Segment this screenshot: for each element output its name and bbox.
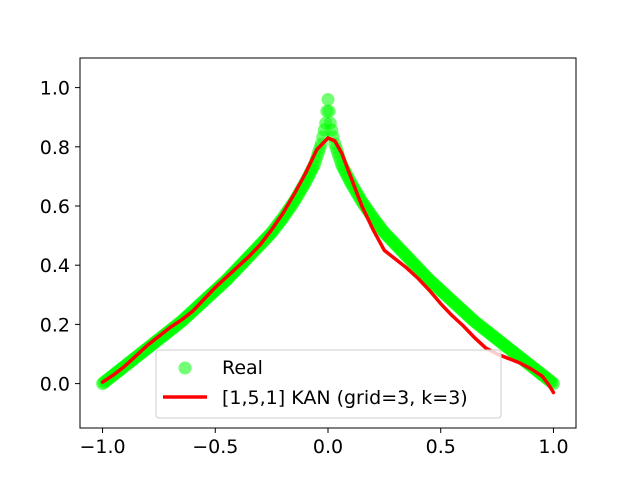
legend-label-real: Real xyxy=(222,357,263,379)
legend-label-kan: [1,5,1] KAN (grid=3, k=3) xyxy=(222,387,468,409)
legend-box xyxy=(155,349,502,419)
x-tick-label: 0.0 xyxy=(313,436,343,458)
y-tick-label: 0.4 xyxy=(40,255,70,277)
y-tick-label: 0.2 xyxy=(40,314,70,336)
y-tick-label: 0.8 xyxy=(40,137,70,159)
x-tick-label: 1.0 xyxy=(538,436,568,458)
y-tick-label: 0.6 xyxy=(40,196,70,218)
scatter-point xyxy=(321,92,335,106)
legend-marker-real xyxy=(178,361,192,375)
y-tick-label: 1.0 xyxy=(40,78,70,100)
scatter-point xyxy=(322,104,336,118)
series-layer xyxy=(96,92,560,395)
x-tick-label: 0.5 xyxy=(426,436,456,458)
kan-fit-line xyxy=(100,136,556,395)
x-axis: −1.0 −0.5 0.0 0.5 1.0 xyxy=(79,428,569,458)
y-tick-label: 0.0 xyxy=(40,374,70,396)
x-tick-label: −0.5 xyxy=(192,436,238,458)
y-axis: 0.0 0.2 0.4 0.6 0.8 1.0 xyxy=(40,78,80,396)
x-tick-label: −1.0 xyxy=(79,436,125,458)
legend: Real [1,5,1] KAN (grid=3, k=3) xyxy=(155,349,502,419)
